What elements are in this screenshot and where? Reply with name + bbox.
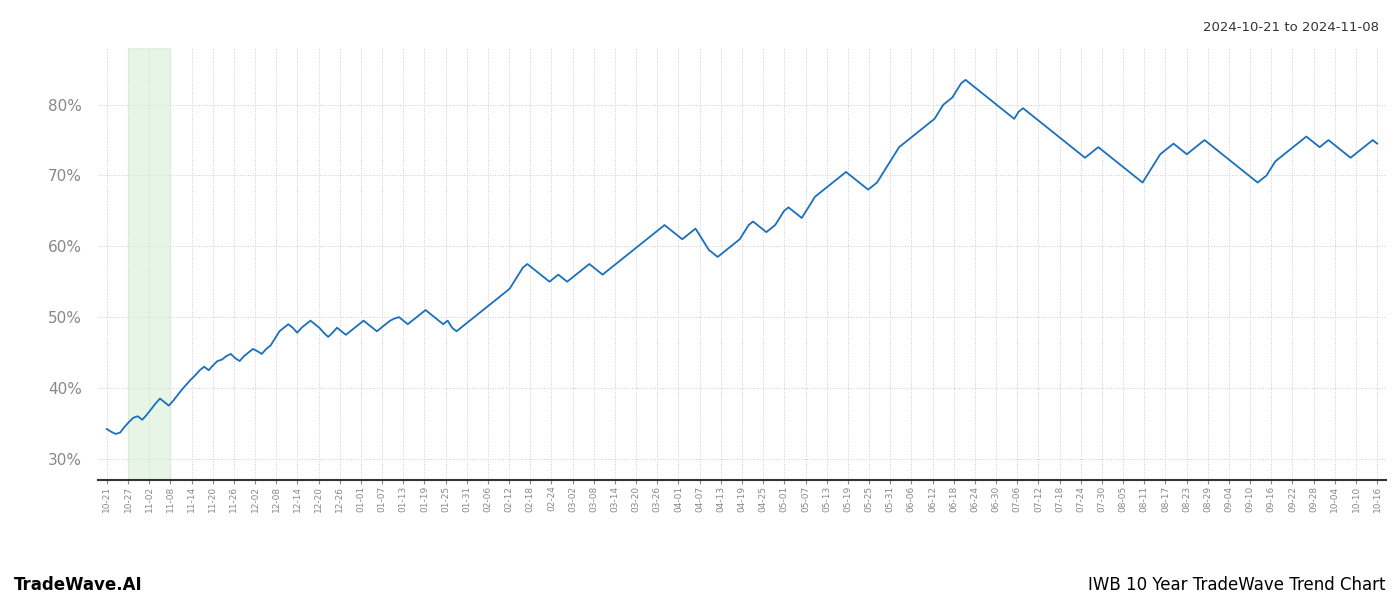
Text: TradeWave.AI: TradeWave.AI bbox=[14, 576, 143, 594]
Bar bbox=[127, 48, 171, 480]
Text: 2024-10-21 to 2024-11-08: 2024-10-21 to 2024-11-08 bbox=[1203, 21, 1379, 34]
Text: IWB 10 Year TradeWave Trend Chart: IWB 10 Year TradeWave Trend Chart bbox=[1089, 576, 1386, 594]
